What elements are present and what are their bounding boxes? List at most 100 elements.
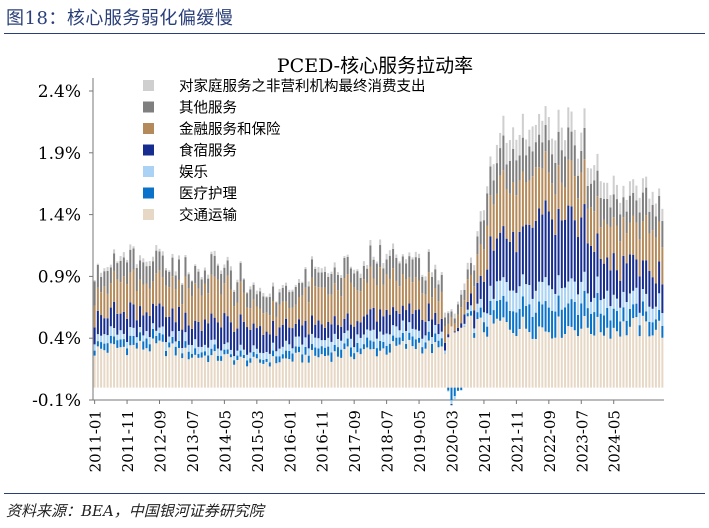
bar-segment-other (210, 254, 213, 275)
bar-segment-transport (314, 355, 317, 388)
month-bar-stack (466, 262, 469, 388)
bar-segment-other (473, 270, 476, 287)
bar-segment-transport (213, 351, 216, 388)
bar-segment-finance (155, 273, 158, 306)
bar-segment-recreation (453, 396, 456, 400)
bar-segment-food (583, 204, 586, 272)
bar-segment-transport (658, 320, 661, 388)
bar-segment-medical (525, 305, 528, 329)
bar-segment-nonprofit (661, 208, 664, 222)
bar-segment-medical (203, 351, 206, 356)
bar-segment-medical (641, 301, 644, 316)
bar-segment-nonprofit (460, 290, 463, 295)
bar-segment-other (359, 277, 362, 292)
bar-segment-nonprofit (210, 251, 213, 255)
month-bar-stack (525, 139, 528, 388)
bar-segment-nonprofit (473, 265, 476, 271)
bar-segment-transport (609, 338, 612, 388)
x-tick-label: 2020-03 (443, 410, 461, 472)
bar-segment-recreation (200, 346, 203, 353)
bar-segment-food (424, 321, 427, 336)
bar-segment-nonprofit (327, 273, 330, 277)
bar-segment-finance (139, 279, 142, 307)
bar-segment-other (327, 276, 330, 295)
bar-segment-medical (431, 343, 434, 354)
bar-segment-medical (414, 339, 417, 350)
bar-segment-recreation (142, 335, 145, 342)
bar-segment-finance (525, 182, 528, 225)
y-tick-label: 1.4% (38, 206, 81, 226)
bar-segment-nonprofit (401, 254, 404, 257)
bar-segment-finance (96, 287, 99, 311)
bar-segment-food (336, 325, 339, 339)
bar-segment-food (323, 327, 326, 341)
bar-segment-transport (359, 354, 362, 388)
bar-segment-medical (583, 290, 586, 316)
bar-segment-food (609, 270, 612, 307)
bar-segment-other (220, 273, 223, 295)
bar-segment-other (492, 180, 495, 205)
bar-segment-nonprofit (602, 182, 605, 199)
bar-segment-nonprofit (651, 191, 654, 205)
bar-segment-other (525, 155, 528, 183)
bar-segment-nonprofit (116, 261, 119, 264)
bar-segment-other (518, 155, 521, 181)
bar-segment-nonprofit (609, 195, 612, 208)
bar-segment-nonprofit (551, 138, 554, 155)
bar-segment-finance (431, 297, 434, 320)
bar-segment-other (651, 204, 654, 231)
bar-segment-finance (372, 278, 375, 308)
bar-segment-medical (122, 339, 125, 347)
bar-segment-recreation (164, 342, 167, 351)
bar-segment-other (239, 263, 242, 282)
bar-segment-recreation (288, 344, 291, 351)
legend-swatch-transport (143, 209, 154, 220)
legend-label-finance: 金融服务和保险 (179, 121, 281, 138)
bar-segment-transport (242, 358, 245, 388)
bar-segment-food (155, 305, 158, 331)
bar-segment-medical (307, 355, 310, 363)
bar-segment-finance (233, 306, 236, 332)
bar-segment-food (174, 322, 177, 342)
bar-segment-recreation (213, 339, 216, 345)
bar-segment-recreation (304, 337, 307, 347)
month-bar-stack (229, 266, 232, 388)
bar-segment-transport (418, 342, 421, 388)
bar-segment-transport (486, 336, 489, 388)
x-tick-label: 2021-11 (508, 410, 526, 472)
bar-segment-finance (317, 287, 320, 321)
bar-segment-other (411, 259, 414, 283)
bar-segment-recreation (372, 329, 375, 342)
month-bar-stack (538, 113, 541, 388)
bar-segment-food (129, 302, 132, 328)
month-bar-stack (518, 134, 521, 388)
bar-segment-other (255, 294, 258, 307)
bar-segment-other (132, 248, 135, 270)
bar-segment-nonprofit (190, 280, 193, 282)
bar-segment-transport (190, 357, 193, 388)
bar-segment-food (463, 314, 466, 324)
bar-segment-transport (372, 349, 375, 388)
bar-segment-food (512, 231, 515, 291)
bar-segment-food (223, 313, 226, 345)
bar-segment-nonprofit (424, 276, 427, 281)
bar-segment-other (547, 140, 550, 173)
month-bar-stack (200, 276, 203, 388)
bar-segment-nonprofit (570, 111, 573, 132)
bar-segment-food (554, 234, 557, 294)
bar-segment-other (583, 127, 586, 160)
bar-segment-transport (622, 321, 625, 388)
bar-segment-recreation (223, 344, 226, 350)
bar-segment-finance (359, 291, 362, 323)
bar-segment-nonprofit (220, 270, 223, 274)
bar-segment-transport (259, 362, 262, 388)
bar-segment-finance (340, 296, 343, 327)
bar-segment-food (385, 309, 388, 334)
bar-segment-other (544, 125, 547, 152)
bar-segment-medical (395, 337, 398, 346)
bar-segment-transport (126, 355, 129, 388)
month-bar-stack (560, 127, 563, 388)
x-tick-label: 2015-03 (249, 410, 267, 472)
bar-segment-medical (249, 358, 252, 363)
bar-segment-nonprofit (645, 176, 648, 188)
